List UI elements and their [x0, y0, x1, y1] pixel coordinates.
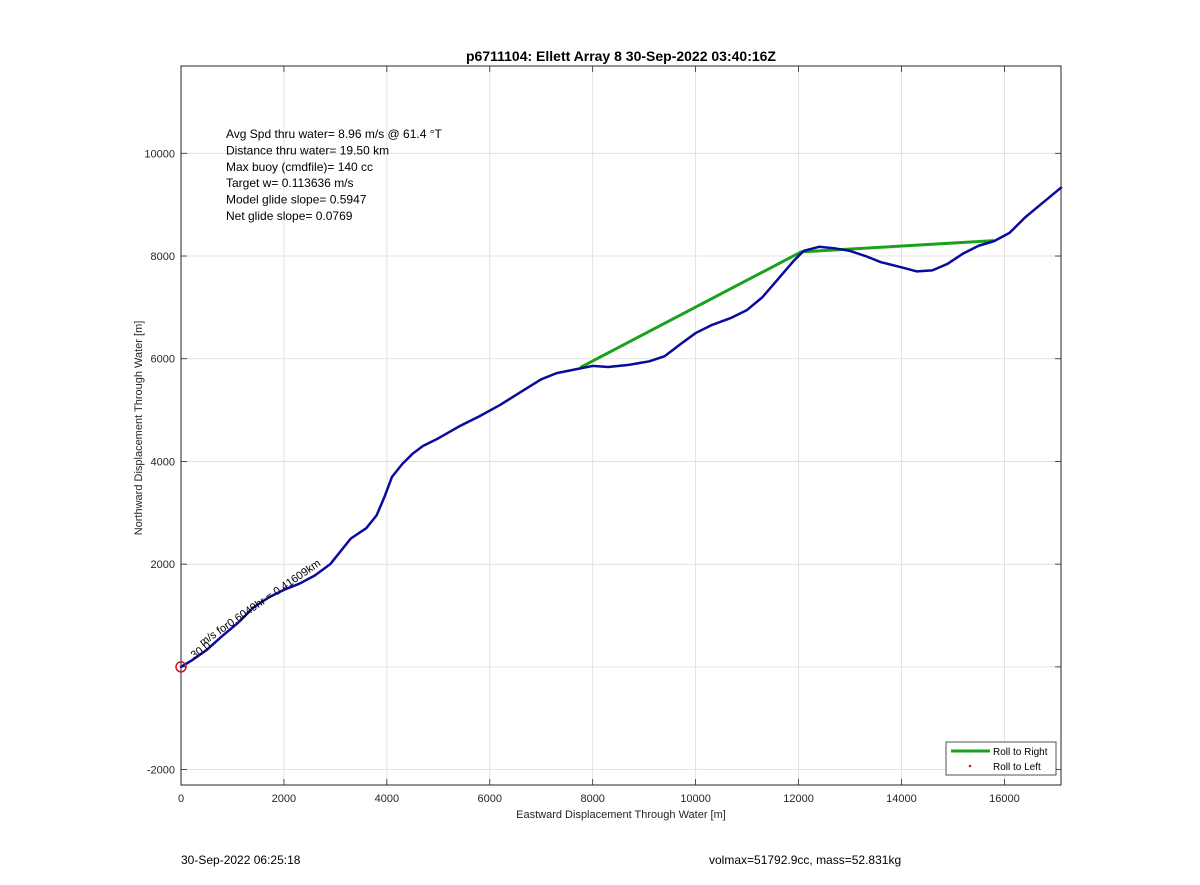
stats-line: Avg Spd thru water= 8.96 m/s @ 61.4 °T — [226, 127, 443, 141]
stats-line: Model glide slope= 0.5947 — [226, 193, 367, 207]
x-tick-label: 2000 — [272, 793, 296, 805]
legend-label-roll-right: Roll to Right — [993, 747, 1048, 758]
stats-line: Max buoy (cmdfile)= 140 cc — [226, 160, 373, 174]
chart-grid — [180, 66, 1061, 785]
y-tick-label: -2000 — [147, 765, 175, 777]
start-marker — [175, 661, 187, 673]
stats-line: Net glide slope= 0.0769 — [226, 209, 353, 223]
series-layer — [175, 186, 1063, 673]
y-tick-label: 6000 — [151, 354, 175, 366]
y-axis-label: Northward Displacement Through Water [m] — [133, 321, 145, 536]
x-tick-label: 12000 — [783, 793, 814, 805]
chart-title: p6711104: Ellett Array 8 30-Sep-2022 03:… — [466, 48, 776, 64]
legend: Roll to Right Roll to Left — [945, 741, 1057, 776]
x-tick-label: 4000 — [375, 793, 399, 805]
series-track — [179, 186, 1063, 669]
plot-frame — [180, 65, 1062, 786]
legend-label-roll-left: Roll to Left — [993, 762, 1041, 773]
x-axis-label: Eastward Displacement Through Water [m] — [516, 809, 726, 821]
legend-swatch-roll-left — [968, 764, 972, 768]
y-tick-label: 2000 — [151, 559, 175, 571]
y-tick-labels: -2000 2000 4000 6000 8000 10000 — [144, 148, 175, 776]
x-tick-label: 6000 — [478, 793, 502, 805]
x-tick-label: 0 — [178, 793, 184, 805]
y-tick-label: 8000 — [151, 251, 175, 263]
legend-box — [945, 741, 1057, 776]
x-tick-label: 10000 — [680, 793, 711, 805]
footer-vol-info: volmax=51792.9cc, mass=52.831kg — [709, 853, 902, 867]
stats-line: Target w= 0.113636 m/s — [226, 176, 354, 190]
footer-timestamp: 30-Sep-2022 06:25:18 — [181, 853, 301, 867]
x-tick-labels: 0 2000 4000 6000 8000 10000 12000 14000 16000 — [178, 793, 1020, 805]
x-tick-label: 14000 — [886, 793, 917, 805]
stats-line: Distance thru water= 19.50 km — [226, 143, 389, 157]
x-tick-label: 16000 — [989, 793, 1020, 805]
y-tick-label: 4000 — [151, 456, 175, 468]
series-roll-to-right — [579, 239, 995, 369]
track-annotation: m/s for0.6049hr = 0.41609km — [198, 557, 324, 648]
x-tick-label: 8000 — [580, 793, 604, 805]
y-tick-label: 10000 — [144, 148, 175, 160]
stats-text-block: Avg Spd thru water= 8.96 m/s @ 61.4 °T Di… — [226, 127, 443, 223]
